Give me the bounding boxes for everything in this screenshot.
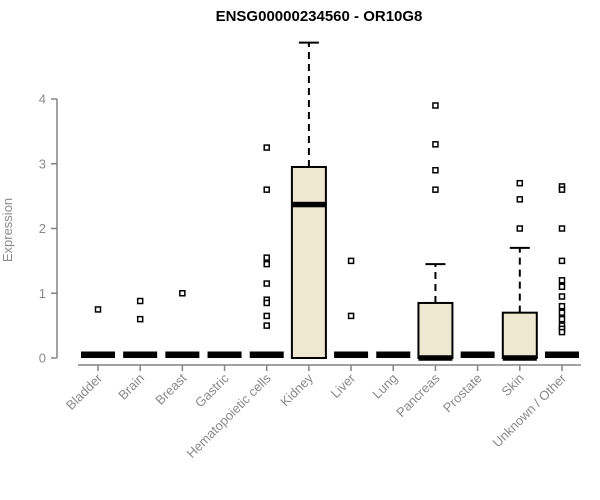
x-tick-label: Skin	[498, 371, 526, 399]
outlier-point	[263, 312, 270, 320]
median-line	[418, 355, 453, 361]
box-skin	[501, 311, 538, 359]
y-tick-label: 2	[39, 221, 46, 236]
collapsed-box	[207, 351, 242, 358]
outlier-point	[263, 322, 270, 329]
outlier-point	[179, 290, 186, 297]
outlier-point	[558, 328, 566, 336]
x-tick-label: Kidney	[277, 370, 316, 409]
outlier-point	[263, 260, 270, 268]
outlier-point	[263, 299, 270, 307]
outlier-point	[558, 302, 566, 310]
outlier-point	[558, 225, 566, 232]
x-tick-label: Lung	[369, 371, 400, 402]
y-tick-label: 1	[39, 286, 46, 301]
box-pancreas	[417, 301, 454, 359]
x-tick-label: Bladder	[63, 370, 106, 413]
collapsed-box	[460, 351, 495, 358]
outlier-point	[432, 102, 439, 109]
outlier-point	[558, 257, 566, 265]
x-tick-label: Brain	[115, 371, 147, 403]
y-tick-label: 3	[39, 156, 46, 171]
x-tick-label: Unknown / Other	[490, 370, 570, 450]
outlier-point	[347, 312, 355, 320]
outlier-point	[432, 166, 439, 174]
outlier-point	[263, 254, 270, 261]
outlier-point	[136, 315, 144, 323]
collapsed-box	[123, 351, 158, 358]
x-tick-label: Liver	[328, 370, 359, 401]
outlier-point	[516, 225, 524, 232]
outlier-point	[516, 179, 524, 187]
outlier-point	[136, 297, 144, 305]
collapsed-box	[544, 351, 579, 358]
collapsed-box	[376, 351, 411, 358]
outlier-point	[516, 196, 524, 203]
median-line	[502, 355, 537, 361]
collapsed-box	[249, 351, 284, 358]
collapsed-box	[334, 351, 369, 358]
outlier-point	[558, 277, 566, 284]
outlier-point	[558, 315, 566, 323]
box-kidney	[290, 165, 327, 359]
outlier-point	[94, 306, 102, 313]
collapsed-box	[81, 351, 115, 358]
median-line	[291, 201, 326, 208]
y-tick-label: 0	[39, 351, 46, 366]
y-tick-label: 4	[39, 92, 46, 107]
outlier-point	[558, 283, 566, 291]
x-tick-label: Breast	[152, 370, 189, 407]
outlier-point	[558, 293, 566, 300]
x-tick-label: Gastric	[192, 370, 232, 410]
outlier-point	[432, 141, 439, 148]
x-tick-label: Pancreas	[393, 370, 443, 420]
outlier-point	[263, 280, 270, 287]
outlier-point	[558, 186, 566, 193]
outlier-point	[347, 257, 355, 265]
collapsed-box	[165, 351, 200, 358]
outlier-point	[558, 309, 566, 316]
outlier-point	[263, 186, 270, 193]
outlier-point	[263, 144, 270, 151]
x-tick-label: Prostate	[440, 371, 485, 416]
chart-title: ENSG00000234560 - OR10G8	[215, 8, 423, 25]
outlier-point	[432, 186, 439, 193]
